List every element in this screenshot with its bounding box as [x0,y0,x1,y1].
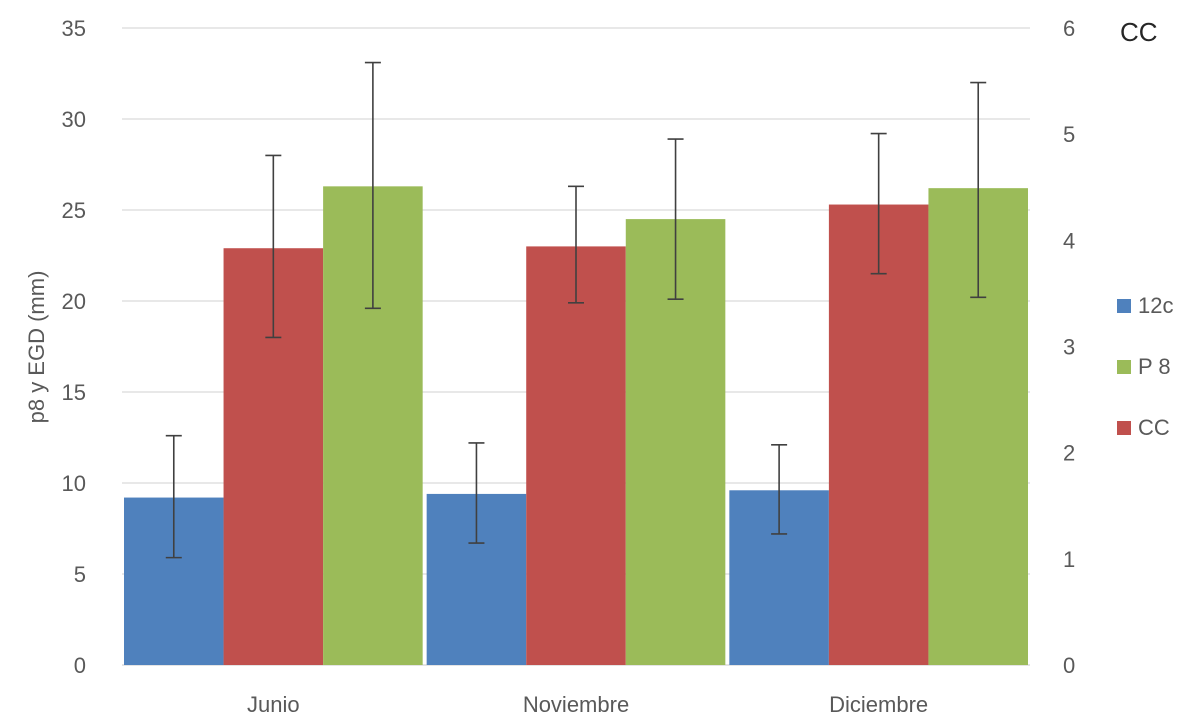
y-tick-label-3: 15 [62,380,86,405]
y-axis-ticks: 0 5 10 15 20 25 30 35 [62,16,86,678]
legend-swatch-2 [1117,421,1131,435]
error-bar-12c-junio [165,434,182,559]
y2-tick-label-5: 5 [1063,122,1075,147]
y-tick-label-7: 35 [62,16,86,41]
bars [124,186,1028,666]
legend: 12c P 8 CC [1117,293,1173,440]
category-label-0: Junio [247,692,300,717]
legend-swatch-0 [1117,299,1131,313]
y-axis-title: p8 y EGD (mm) [24,271,49,424]
legend-label-2: CC [1138,415,1170,440]
y-tick-label-0: 0 [74,653,86,678]
legend-item-0: 12c [1117,293,1173,318]
y2-tick-label-6: 6 [1063,16,1075,41]
legend-item-1: P 8 [1117,354,1171,379]
error-bar-cc-noviembre [568,185,584,304]
x-axis-categories: Junio Noviembre Diciembre [247,692,928,717]
y-tick-label-2: 10 [62,471,86,496]
error-bars [165,61,987,559]
legend-item-2: CC [1117,415,1170,440]
secondary-axis-title: CC [1120,17,1158,47]
error-bar-12c-noviembre [468,442,485,544]
y2-tick-label-4: 4 [1063,228,1075,253]
y-tick-label-5: 25 [62,198,86,223]
y2-tick-label-1: 1 [1063,547,1075,572]
bar-cc-diciembre [828,204,929,666]
error-bar-p8-diciembre [970,81,987,299]
legend-swatch-1 [1117,360,1131,374]
error-bar-cc-diciembre [870,132,887,275]
y2-tick-label-0: 0 [1063,653,1075,678]
y-tick-label-6: 30 [62,107,86,132]
legend-label-1: P 8 [1138,354,1171,379]
y-tick-label-1: 5 [74,562,86,587]
category-label-1: Noviembre [523,692,629,717]
y2-tick-label-3: 3 [1063,335,1075,360]
y2-tick-label-2: 2 [1063,441,1075,466]
error-bar-12c-diciembre [771,443,788,535]
legend-label-0: 12c [1138,293,1173,318]
y-tick-label-4: 20 [62,289,86,314]
category-label-2: Diciembre [829,692,928,717]
error-bar-cc-junio [265,154,282,339]
secondary-y-axis-ticks: 0 1 2 3 4 5 6 [1063,16,1075,678]
bar-cc-noviembre [526,246,626,665]
error-bar-p8-noviembre [667,138,684,300]
error-bar-p8-junio [364,61,381,310]
